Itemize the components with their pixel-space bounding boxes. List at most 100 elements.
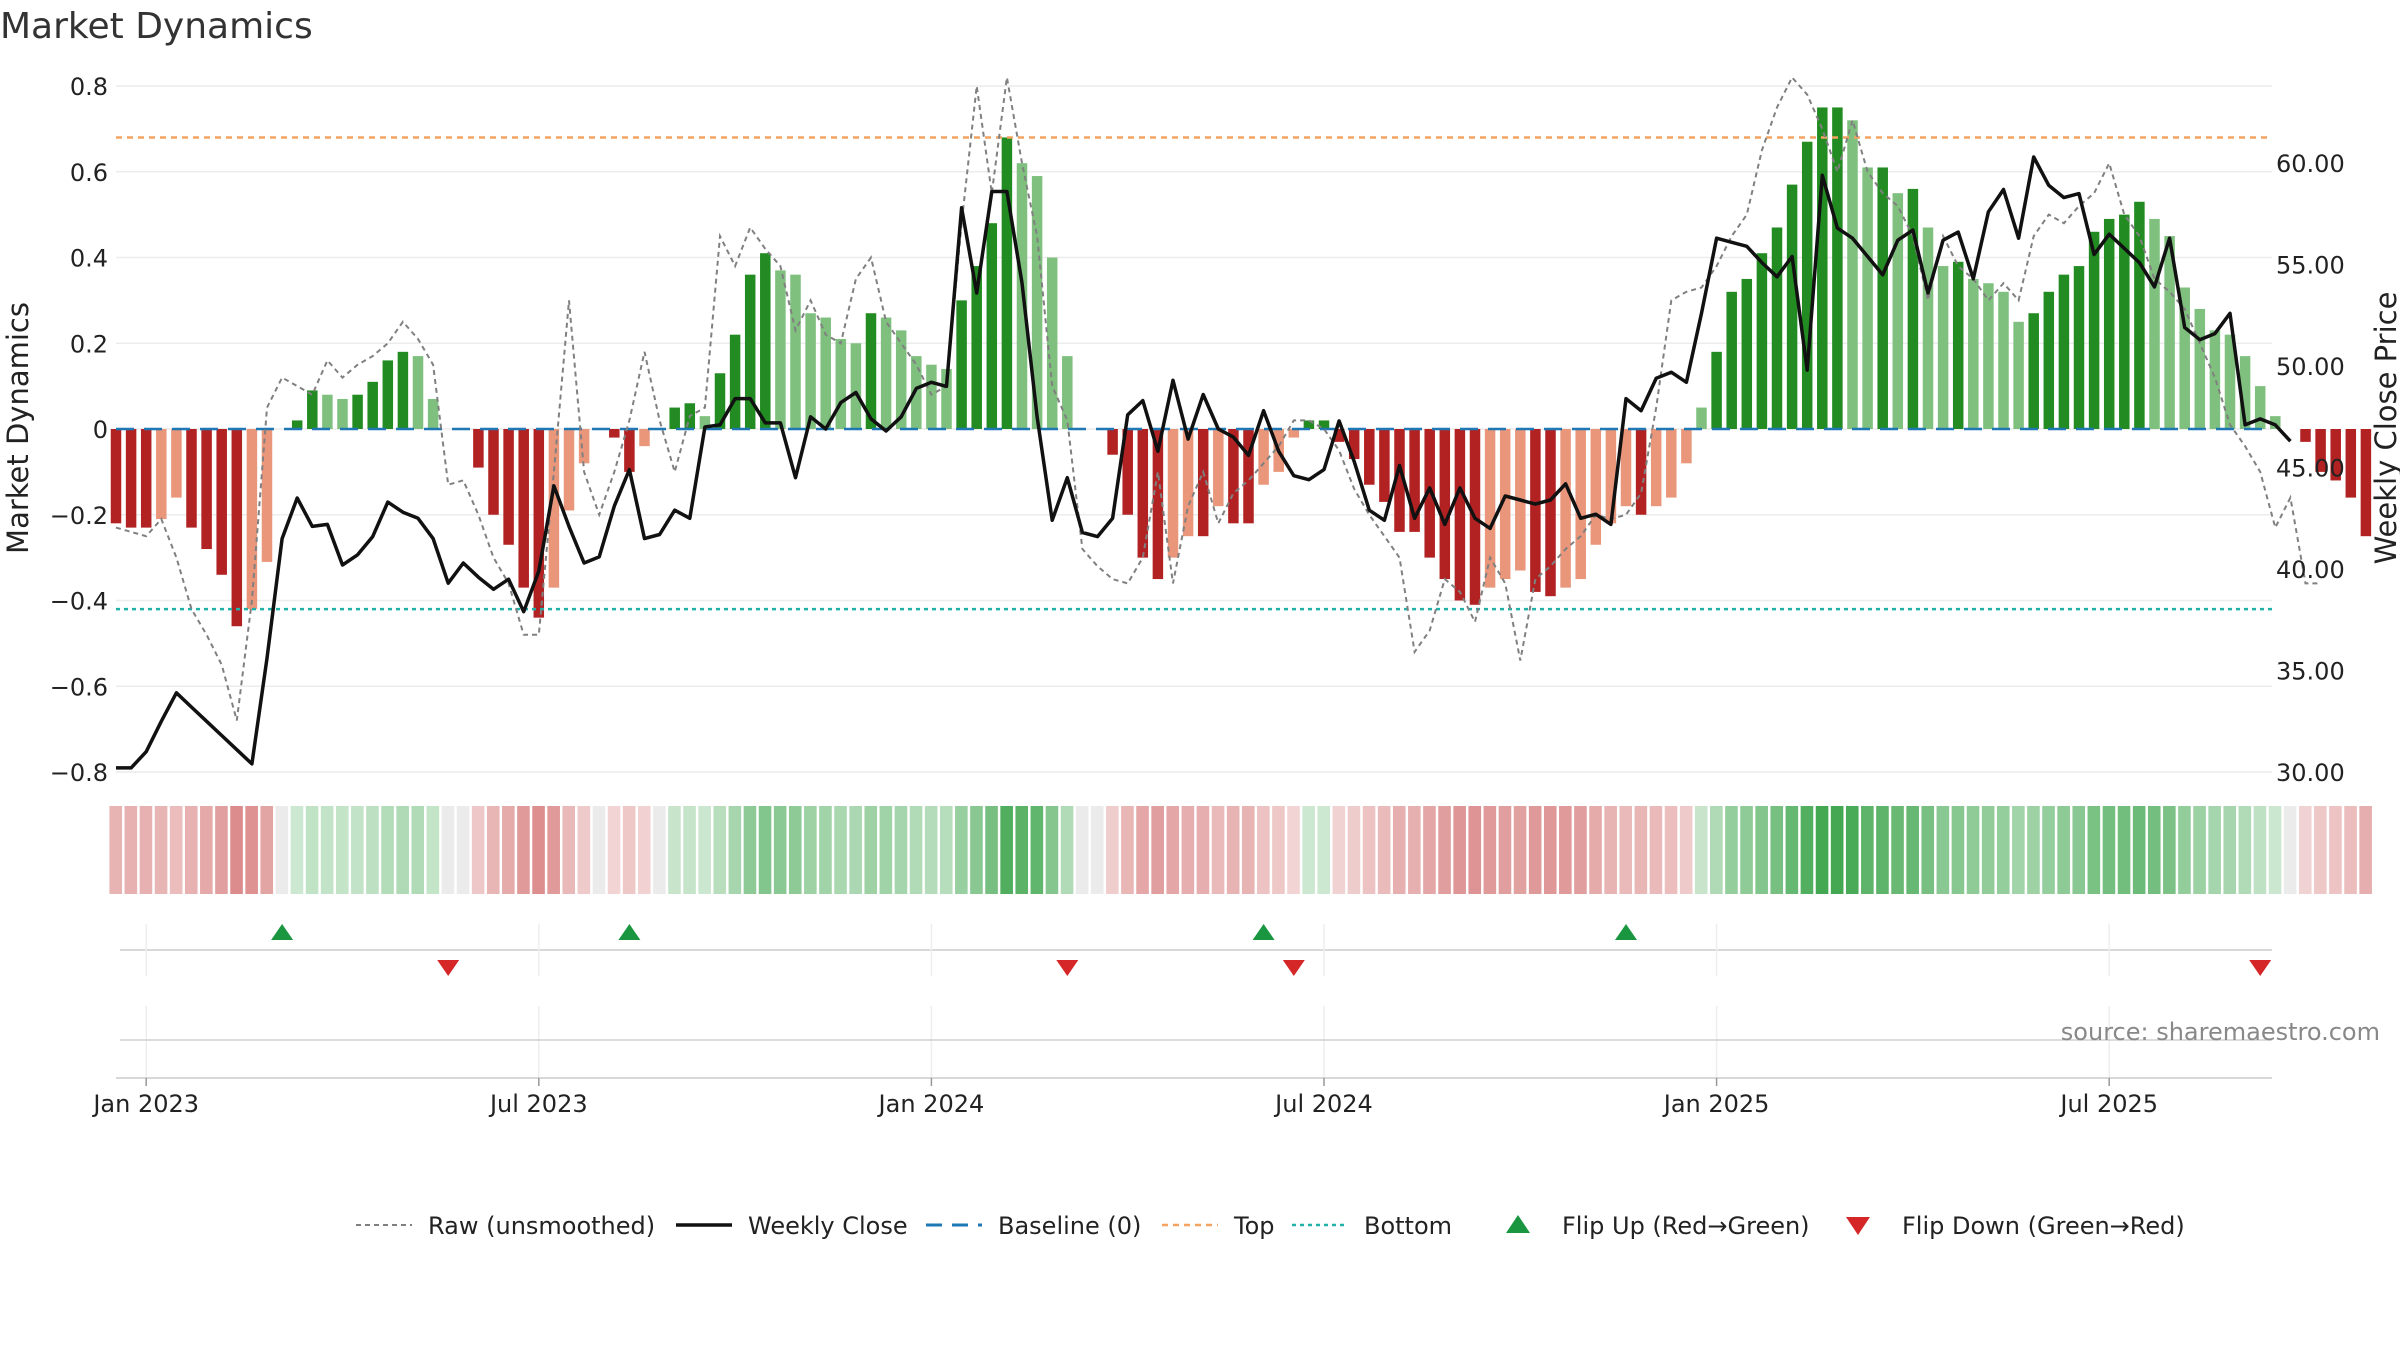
heat-cell bbox=[653, 806, 666, 894]
dynamics-bar bbox=[609, 429, 620, 438]
dynamics-bar bbox=[2224, 334, 2236, 429]
dynamics-bar bbox=[1031, 176, 1043, 429]
left-tick-label: 0.4 bbox=[70, 245, 108, 273]
dynamics-bar bbox=[322, 394, 333, 429]
heat-cell bbox=[169, 806, 183, 894]
dynamics-bar bbox=[1499, 429, 1511, 580]
heat-cell bbox=[2253, 806, 2267, 894]
heat-cell bbox=[1664, 806, 1678, 894]
dynamics-bar bbox=[1575, 429, 1586, 580]
dynamics-bar bbox=[865, 313, 877, 429]
heat-cell bbox=[2314, 806, 2327, 894]
heat-cell bbox=[1830, 806, 1844, 894]
dynamics-bar bbox=[1167, 429, 1179, 558]
heat-cell bbox=[1498, 806, 1512, 894]
heat-cell bbox=[1483, 806, 1497, 894]
dynamics-bar bbox=[1348, 429, 1360, 460]
x-tick-label: Jul 2023 bbox=[488, 1090, 588, 1118]
heat-cell bbox=[834, 806, 847, 894]
dynamics-bar bbox=[125, 429, 137, 528]
heat-cell bbox=[1679, 806, 1693, 894]
flip-markers-panel bbox=[120, 924, 2272, 976]
heat-cell bbox=[1921, 806, 1935, 894]
heat-cell bbox=[456, 806, 470, 894]
heat-cell bbox=[1574, 806, 1587, 894]
legend: Raw (unsmoothed) Weekly Close Baseline (0)… bbox=[356, 1212, 2185, 1240]
heat-cell bbox=[260, 806, 274, 894]
heat-cell bbox=[1272, 806, 1285, 894]
dynamics-bar bbox=[2360, 429, 2372, 537]
dynamics-bar bbox=[729, 334, 741, 429]
heat-cell bbox=[1045, 806, 1059, 894]
heat-cell bbox=[1257, 806, 1270, 894]
heat-cell bbox=[1377, 806, 1391, 894]
heat-cell bbox=[396, 806, 409, 894]
heat-cell bbox=[1090, 806, 1104, 894]
x-tick-label: Jul 2025 bbox=[2058, 1090, 2158, 1118]
dynamics-bar bbox=[1892, 193, 1904, 429]
heat-cell bbox=[124, 806, 138, 894]
heat-cell bbox=[1513, 806, 1527, 894]
dynamics-bar bbox=[412, 356, 424, 429]
heat-cell bbox=[486, 806, 500, 894]
heat-cell bbox=[1559, 806, 1572, 894]
series-lines bbox=[115, 75, 2321, 770]
dynamics-bar bbox=[246, 429, 258, 610]
dynamics-bar bbox=[2164, 236, 2175, 429]
dynamics-bar bbox=[186, 429, 197, 528]
heat-cell bbox=[1392, 806, 1406, 894]
heat-cell bbox=[1211, 806, 1225, 894]
dynamics-bar bbox=[1545, 429, 1556, 597]
dynamics-bar bbox=[1696, 407, 1707, 429]
dynamics-bar bbox=[261, 429, 273, 562]
dynamics-bar bbox=[1379, 429, 1390, 502]
dynamics-bar bbox=[2239, 356, 2251, 429]
flip-up-marker bbox=[618, 924, 641, 940]
left-tick-label: 0.2 bbox=[70, 330, 108, 358]
heat-cell bbox=[426, 806, 440, 894]
regime-heat-strip bbox=[109, 806, 2372, 894]
heat-cell bbox=[366, 806, 379, 894]
heat-cell bbox=[2208, 806, 2221, 894]
dynamics-bar bbox=[1182, 429, 1194, 537]
dynamics-bar bbox=[1122, 429, 1133, 515]
dynamics-bar bbox=[578, 429, 590, 464]
heat-cell bbox=[758, 806, 772, 894]
dynamics-bar bbox=[1364, 429, 1375, 485]
heat-cell bbox=[2223, 806, 2237, 894]
dynamics-bar bbox=[1394, 429, 1405, 532]
heat-cell bbox=[517, 806, 530, 894]
dynamics-bar bbox=[1711, 351, 1722, 429]
heat-cell bbox=[924, 806, 938, 894]
heat-cell bbox=[955, 806, 968, 894]
reference-lines bbox=[116, 136, 2272, 611]
left-tick-label: 0 bbox=[93, 416, 108, 444]
dynamics-bar bbox=[2134, 201, 2145, 429]
heat-cell bbox=[2283, 806, 2297, 894]
heat-cell bbox=[1845, 806, 1859, 894]
heat-cell bbox=[2344, 806, 2357, 894]
flip-down-marker bbox=[437, 960, 460, 976]
dynamics-bar bbox=[2028, 313, 2039, 429]
dynamics-bar bbox=[1832, 107, 1843, 429]
dynamics-bar bbox=[956, 300, 967, 429]
dynamics-bar bbox=[1318, 420, 1330, 429]
heat-cell bbox=[1770, 806, 1784, 894]
dynamics-bar bbox=[1862, 167, 1873, 429]
raw-unsmoothed-line bbox=[115, 75, 2321, 721]
heat-cell bbox=[471, 806, 485, 894]
heat-cell bbox=[879, 806, 893, 894]
heat-cell bbox=[1694, 806, 1708, 894]
x-tick-label: Jan 2023 bbox=[91, 1090, 199, 1118]
dynamics-bar bbox=[1877, 167, 1888, 429]
heat-cell bbox=[1755, 806, 1768, 894]
flip-up-marker bbox=[1252, 924, 1275, 940]
dynamics-bar bbox=[760, 253, 771, 429]
dynamics-bar bbox=[1439, 429, 1451, 580]
heat-cell bbox=[2359, 806, 2372, 894]
dynamics-bar bbox=[2315, 429, 2326, 472]
right-tick-label: 30.00 bbox=[2276, 759, 2345, 787]
heat-cell bbox=[637, 806, 651, 894]
dynamics-bar bbox=[563, 429, 575, 511]
heat-cell bbox=[970, 806, 983, 894]
